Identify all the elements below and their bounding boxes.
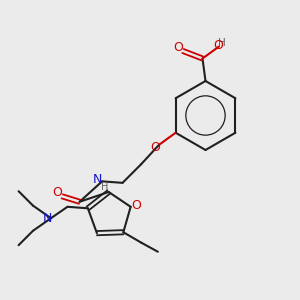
Text: O: O xyxy=(52,186,62,199)
Text: H: H xyxy=(101,182,108,192)
Text: O: O xyxy=(173,41,183,54)
Text: N: N xyxy=(93,173,102,186)
Text: O: O xyxy=(214,39,223,52)
Text: O: O xyxy=(132,199,142,212)
Text: N: N xyxy=(42,212,52,225)
Text: H: H xyxy=(218,38,226,48)
Text: O: O xyxy=(150,141,160,154)
